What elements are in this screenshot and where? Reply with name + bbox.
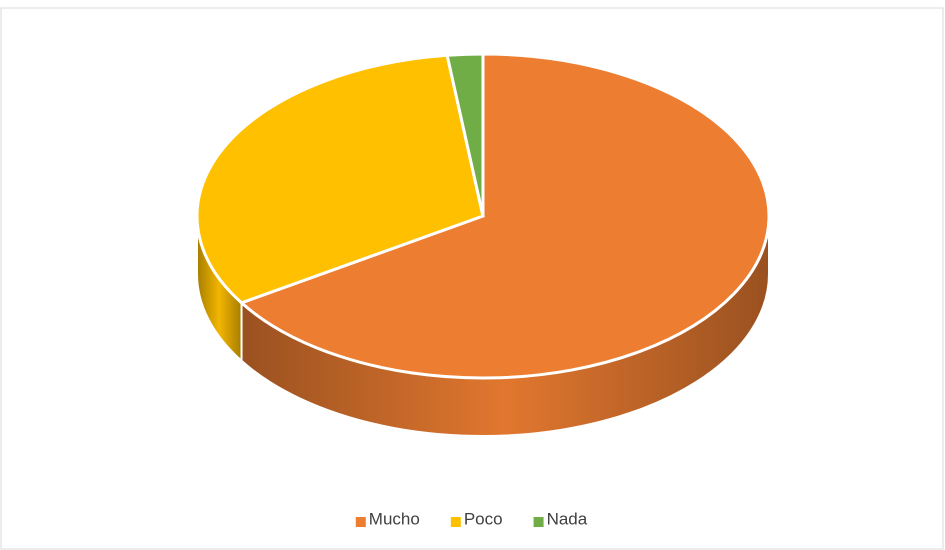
pie-slice <box>445 52 485 217</box>
legend-label: Poco <box>464 509 503 528</box>
legend-swatch <box>355 517 366 527</box>
pie-slice <box>195 53 485 305</box>
legend-swatch <box>450 517 461 527</box>
pie-slice <box>238 52 771 380</box>
legend-swatch <box>533 517 544 527</box>
legend-label: Mucho <box>369 509 420 528</box>
legend-label: Nada <box>547 509 588 528</box>
